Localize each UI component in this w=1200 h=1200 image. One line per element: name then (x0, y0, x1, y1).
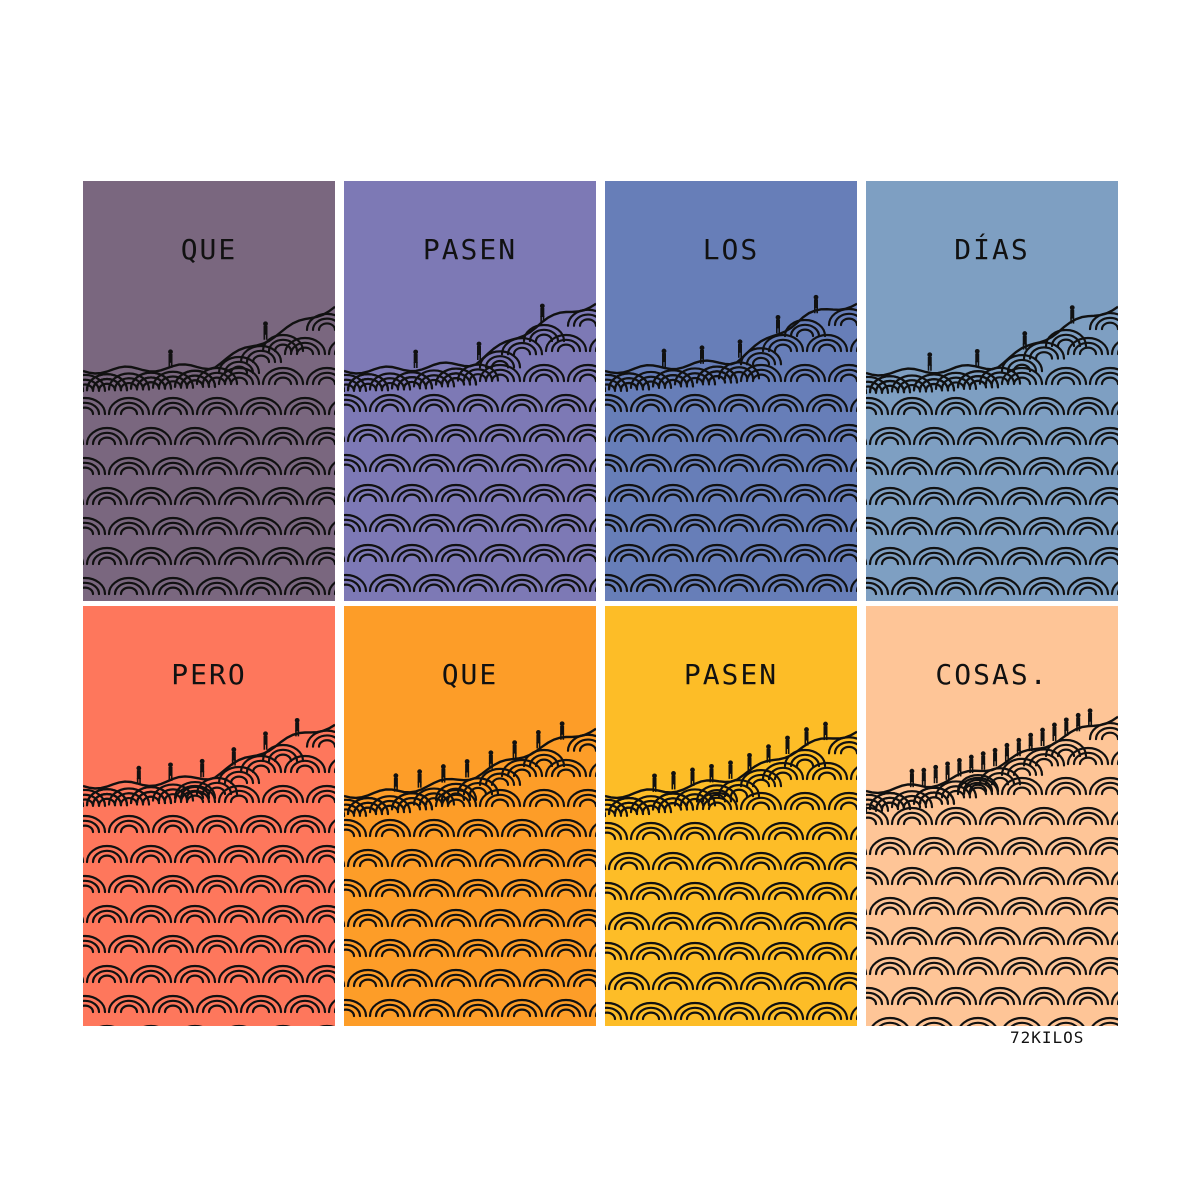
person-silhouette-icon (945, 761, 950, 780)
person-silhouette-icon (199, 758, 205, 778)
panel-word: LOS (702, 233, 760, 266)
panel-word: QUE (441, 658, 499, 691)
person-silhouette-icon (1069, 305, 1075, 324)
artist-signature: 72KILOS (1010, 1028, 1085, 1047)
person-silhouette-icon (709, 763, 714, 783)
person-silhouette-icon (909, 768, 915, 788)
person-silhouette-icon (957, 758, 962, 777)
person-silhouette-icon (488, 750, 494, 769)
panel-word: QUE (180, 233, 238, 266)
hills-scene (83, 181, 335, 601)
person-silhouette-icon (766, 744, 771, 763)
person-silhouette-icon (813, 294, 819, 314)
panel-3: LOS (605, 181, 857, 601)
panel-2: PASEN (344, 181, 596, 601)
person-silhouette-icon (671, 771, 676, 790)
person-silhouette-icon (393, 773, 399, 792)
person-silhouette-icon (699, 345, 705, 364)
panel-word: PERO (171, 658, 247, 691)
panel-word: DÍAS (954, 233, 1030, 266)
person-silhouette-icon (968, 754, 974, 774)
hill-lines (866, 722, 1118, 1026)
person-silhouette-icon (559, 721, 565, 740)
person-silhouette-icon (1016, 737, 1022, 757)
person-silhouette-icon (652, 773, 657, 792)
person-silhouette-icon (263, 321, 268, 340)
hill-lines (83, 729, 335, 1026)
horizon-line (605, 730, 857, 800)
person-silhouette-icon (440, 764, 446, 783)
person-silhouette-icon (1040, 727, 1045, 747)
hills-scene (344, 181, 596, 601)
person-silhouette-icon (413, 349, 419, 368)
person-silhouette-icon (476, 341, 482, 360)
person-silhouette-icon (921, 767, 927, 787)
person-silhouette-icon (168, 762, 173, 781)
person-silhouette-icon (785, 735, 790, 754)
panel-word: COSAS. (935, 658, 1049, 691)
person-silhouette-icon (1063, 717, 1069, 736)
person-silhouette-icon (980, 751, 986, 770)
person-silhouette-icon (933, 764, 939, 784)
hills-scene (866, 606, 1118, 1026)
hills-scene (83, 606, 335, 1026)
person-silhouette-icon (737, 339, 743, 358)
person-silhouette-icon (927, 352, 933, 371)
hill-lines (866, 312, 1118, 596)
hill-lines (344, 733, 596, 1018)
hill-lines (605, 307, 857, 593)
person-silhouette-icon (747, 752, 752, 772)
person-silhouette-icon (1028, 732, 1034, 752)
hills-scene (344, 606, 596, 1026)
person-silhouette-icon (1075, 712, 1081, 732)
person-silhouette-icon (1022, 331, 1028, 350)
horizon-line (866, 715, 1118, 795)
person-silhouette-icon (535, 730, 541, 749)
person-silhouette-icon (168, 349, 173, 368)
panel-5: PERO (83, 606, 335, 1026)
hills-scene (866, 181, 1118, 601)
person-silhouette-icon (417, 769, 423, 788)
person-silhouette-icon (804, 727, 809, 746)
person-silhouette-icon (823, 721, 828, 741)
panel-7: PASEN (605, 606, 857, 1026)
person-silhouette-icon (1004, 742, 1010, 762)
panel-8: COSAS. (866, 606, 1118, 1026)
horizon-line (866, 305, 1118, 377)
panel-1: QUE (83, 181, 335, 601)
hills-scene (605, 606, 857, 1026)
horizon-line (344, 727, 596, 800)
horizon-line (344, 302, 596, 375)
person-silhouette-icon (690, 767, 695, 786)
person-silhouette-icon (512, 740, 518, 759)
hill-lines (605, 736, 857, 1021)
person-silhouette-icon (661, 348, 667, 368)
person-silhouette-icon (974, 348, 980, 368)
person-silhouette-icon (539, 303, 545, 322)
panel-word: PASEN (683, 658, 779, 691)
person-silhouette-icon (231, 747, 237, 766)
panel-4: DÍAS (866, 181, 1118, 601)
horizon-line (83, 723, 335, 790)
hill-lines (83, 312, 335, 596)
person-silhouette-icon (136, 765, 142, 785)
panel-word: PASEN (422, 233, 518, 266)
horizon-line (83, 305, 335, 375)
person-silhouette-icon (294, 717, 300, 737)
person-silhouette-icon (464, 759, 470, 778)
panel-6: QUE (344, 606, 596, 1026)
person-silhouette-icon (263, 731, 268, 750)
person-silhouette-icon (1052, 722, 1057, 741)
person-silhouette-icon (775, 314, 781, 334)
person-silhouette-icon (728, 760, 733, 779)
person-silhouette-icon (992, 747, 998, 767)
person-silhouette-icon (1087, 708, 1093, 727)
hill-lines (344, 308, 596, 593)
hills-scene (605, 181, 857, 601)
